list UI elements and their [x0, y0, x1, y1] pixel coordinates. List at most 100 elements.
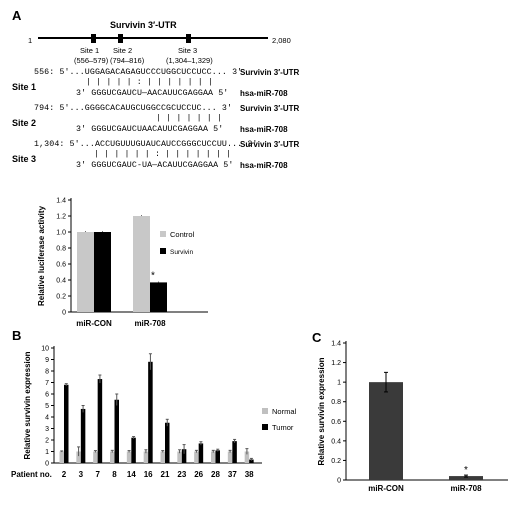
a-y-tick-label: 0: [62, 310, 66, 317]
b-bar: [177, 451, 182, 463]
b-x-tick-label: 26: [194, 470, 203, 479]
panel-letter-a: A: [12, 8, 22, 23]
b-x-tick-label: 8: [112, 470, 117, 479]
a-y-tick-label: 0.2: [56, 294, 66, 301]
b-bar: [148, 361, 153, 463]
b-y-axis-label: Relative survivin expression: [23, 351, 32, 459]
a-legend-swatch-survivin: [160, 248, 166, 254]
b-bar: [249, 459, 254, 463]
b-bar: [64, 384, 69, 463]
site-1-marker: [91, 34, 96, 43]
site-3-marker: [186, 34, 191, 43]
panel-letter-b: B: [12, 328, 22, 343]
site-2-name: Site 2: [113, 46, 133, 55]
b-y-tick-label: 4: [45, 415, 49, 422]
utr-start: 1: [28, 36, 33, 45]
b-bar: [110, 451, 115, 463]
b-x-tick-label: 28: [211, 470, 220, 479]
b-bar: [160, 451, 165, 463]
c-y-tick-label: 1: [337, 380, 341, 387]
utr-end: 2,080: [272, 36, 291, 45]
b-x-tick-label: 21: [161, 470, 170, 479]
b-x-tick-label: 37: [228, 470, 237, 479]
a-bar: [94, 232, 111, 312]
alignment-2-top-name: Survivin 3′-UTR: [240, 104, 300, 113]
b-y-tick-label: 0: [45, 461, 49, 468]
alignment-2-mid: | | | | | | |: [156, 114, 223, 123]
alignment-2-top: 794: 5′...GGGGCACAUGCUGGCCGCUCCUC... 3′: [34, 104, 233, 113]
b-legend-tumor: Tumor: [272, 423, 294, 432]
b-bar: [194, 451, 199, 463]
a-y-axis-label: Relative luciferase activity: [37, 205, 46, 306]
a-bar: [133, 216, 150, 312]
b-bar: [244, 451, 250, 463]
a-y-tick-label: 1.0: [56, 230, 66, 237]
b-y-tick-label: 1: [45, 449, 49, 456]
b-bar: [114, 399, 119, 463]
site-3-range: (1,304–1,329): [166, 56, 213, 65]
b-legend-swatch-normal: [262, 408, 268, 414]
a-bar: [77, 232, 94, 312]
b-y-tick-label: 3: [45, 426, 49, 433]
c-bar: [369, 382, 403, 480]
b-x-tick-label: 3: [79, 470, 84, 479]
a-y-tick-label: 0.8: [56, 246, 66, 253]
b-bar: [181, 449, 187, 463]
b-legend-swatch-tumor: [262, 424, 268, 430]
b-x-tick-label: 2: [62, 470, 67, 479]
a-y-tick-label: 0.6: [56, 262, 66, 269]
alignment-2-label: Site 2: [12, 118, 37, 128]
a-significance-star: *: [151, 270, 155, 281]
b-bar: [215, 450, 220, 463]
a-y-tick-label: 1.4: [56, 198, 66, 205]
utr-title: Survivin 3′-UTR: [110, 20, 177, 30]
b-bar: [131, 437, 136, 463]
b-y-tick-label: 5: [45, 403, 49, 410]
a-legend-control: Control: [170, 230, 195, 239]
c-x-tick-label: miR-708: [450, 484, 482, 493]
c-y-tick-label: 0.2: [331, 458, 341, 465]
c-y-tick-label: 0.6: [331, 419, 341, 426]
alignment-3-top-name: Survivin 3′-UTR: [240, 140, 300, 149]
c-significance-star: *: [464, 465, 468, 476]
site-2-range: (794–816): [110, 56, 145, 65]
b-bar: [93, 451, 98, 463]
b-y-tick-label: 2: [45, 438, 49, 445]
alignment-1-bottom-name: hsa-miR-708: [240, 89, 288, 98]
b-bar: [143, 451, 149, 463]
c-x-tick-label: miR-CON: [368, 484, 404, 493]
b-bar: [232, 441, 237, 463]
b-x-axis-label: Patient no.: [11, 470, 52, 479]
b-bar: [97, 379, 103, 463]
b-x-tick-label: 16: [144, 470, 153, 479]
b-bar: [59, 451, 64, 463]
alignment-1-bottom: 3′ GGGUCGAUCU—AACAUUCGAGGAA 5′: [76, 89, 229, 98]
alignment-3-mid: | | | | | | : | | | | | | |: [94, 150, 232, 159]
b-x-tick-label: 14: [127, 470, 136, 479]
a-x-tick-label: miR-CON: [76, 319, 112, 328]
site-3-name: Site 3: [178, 46, 198, 55]
alignment-3-bottom-name: hsa-miR-708: [240, 161, 288, 170]
b-x-tick-label: 23: [177, 470, 186, 479]
c-y-axis-label: Relative survivin expression: [317, 357, 326, 465]
alignment-1-label: Site 1: [12, 82, 37, 92]
utr-line: [38, 37, 268, 39]
c-y-tick-label: 1.4: [331, 341, 341, 348]
alignment-3-label: Site 3: [12, 154, 37, 164]
c-y-tick-label: 0.8: [331, 399, 341, 406]
a-y-tick-label: 0.4: [56, 278, 66, 285]
a-bar: [150, 282, 167, 312]
site-1-name: Site 1: [80, 46, 100, 55]
b-bar: [80, 408, 86, 463]
b-bar: [198, 443, 204, 463]
b-x-tick-label: 38: [245, 470, 254, 479]
alignment-1-mid: | | | | | : | | | | | | |: [86, 78, 213, 87]
c-bar: [449, 476, 483, 480]
b-y-tick-label: 9: [45, 357, 49, 364]
b-y-tick-label: 6: [45, 392, 49, 399]
alignment-2-bottom-name: hsa-miR-708: [240, 125, 288, 134]
c-y-tick-label: 1.2: [331, 360, 341, 367]
b-bar: [126, 451, 132, 463]
b-bar: [76, 451, 81, 463]
